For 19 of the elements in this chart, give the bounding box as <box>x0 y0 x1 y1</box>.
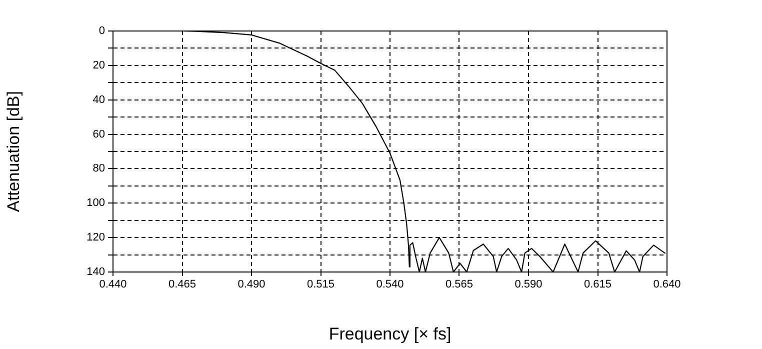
x-tick-label: 0.590 <box>514 278 542 291</box>
x-tick-label: 0.515 <box>306 278 335 291</box>
y-tick-label: 40 <box>92 94 105 106</box>
y-axis-title: Attenuation [dB] <box>4 91 23 212</box>
x-axis-title: Frequency [× fs] <box>328 324 452 344</box>
x-tick-label: 0.490 <box>238 278 266 291</box>
y-tick-label: 20 <box>92 59 105 72</box>
x-tick-label: 0.540 <box>376 278 404 291</box>
x-tick-label: 0.440 <box>99 278 127 291</box>
y-tick-label: 140 <box>86 266 105 278</box>
x-tick-label: 0.640 <box>653 278 681 291</box>
x-tick-label: 0.465 <box>168 278 196 291</box>
y-tick-label: 0 <box>98 25 105 38</box>
y-tick-label: 120 <box>86 232 105 244</box>
x-tick-label: 0.565 <box>445 278 474 291</box>
y-tick-label: 60 <box>92 128 105 140</box>
y-tick-label: 80 <box>92 162 105 175</box>
x-tick-label: 0.615 <box>584 278 612 291</box>
y-tick-label: 100 <box>86 197 105 210</box>
